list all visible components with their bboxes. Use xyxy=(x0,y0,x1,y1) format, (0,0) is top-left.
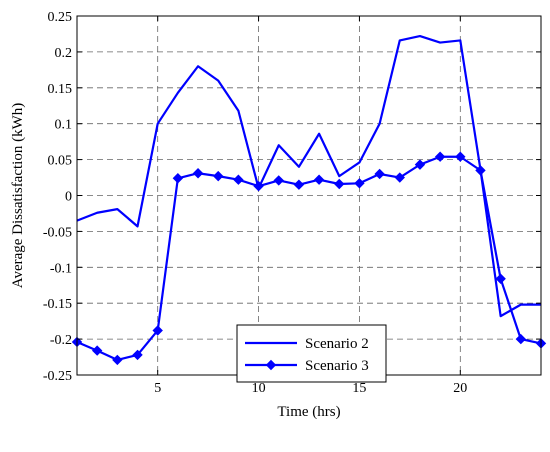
data-point-marker xyxy=(495,273,506,284)
data-point-marker xyxy=(233,174,244,185)
y-tick-label: 0 xyxy=(65,190,72,205)
series-line xyxy=(76,34,541,318)
y-tick-label: 0.2 xyxy=(55,46,73,61)
data-point-marker xyxy=(455,151,466,162)
data-point-marker xyxy=(172,173,184,184)
data-point-marker xyxy=(515,333,527,345)
y-tick-label: 0.25 xyxy=(48,10,73,25)
data-point-marker xyxy=(313,174,325,185)
legend: Scenario 2 Scenario 3 xyxy=(236,324,387,383)
data-point-marker xyxy=(213,170,224,182)
data-point-marker xyxy=(475,165,486,176)
series-1 xyxy=(76,34,541,318)
data-point-marker xyxy=(152,325,163,336)
legend-item: Scenario 2 xyxy=(245,336,369,352)
data-point-marker xyxy=(374,168,385,180)
data-point-marker xyxy=(112,354,123,366)
y-tick-label: -0.15 xyxy=(43,297,72,312)
y-tick-label: 0.15 xyxy=(48,82,73,97)
y-axis-label: Average Dissatisfaction (kWh) xyxy=(10,103,26,289)
data-point-marker xyxy=(414,159,426,170)
x-tick-label: 20 xyxy=(453,381,467,396)
x-tick-label: 15 xyxy=(352,381,366,396)
y-tick-label: -0.1 xyxy=(50,261,72,276)
x-tick-label: 10 xyxy=(252,381,266,396)
y-tick-label: -0.2 xyxy=(50,333,72,348)
x-axis-label: Time (hrs) xyxy=(277,404,340,420)
legend-item: Scenario 3 xyxy=(245,358,369,374)
data-point-marker xyxy=(293,179,305,190)
legend-box xyxy=(236,324,387,383)
y-tick-label: 0.1 xyxy=(55,118,73,133)
data-point-marker xyxy=(394,172,405,183)
data-point-marker xyxy=(253,180,264,192)
data-point-marker xyxy=(354,178,365,189)
y-tick-label: -0.25 xyxy=(43,369,72,384)
data-point-marker xyxy=(273,175,284,186)
legend-label: Scenario 2 xyxy=(305,336,369,352)
data-point-marker xyxy=(132,349,143,361)
y-tick-label: -0.05 xyxy=(43,225,72,240)
series-line xyxy=(76,155,542,362)
legend-marker xyxy=(265,359,277,371)
data-point-marker xyxy=(91,345,103,356)
axis-ticks: 5 10 15 20 0.25 0.2 0.15 0.1 0.05 0 -0.05 -0.1 -0.15… xyxy=(43,10,541,396)
data-point-marker xyxy=(334,178,345,190)
y-tick-label: 0.05 xyxy=(48,154,73,169)
data-point-marker xyxy=(434,151,446,162)
legend-label: Scenario 3 xyxy=(305,358,369,374)
data-point-marker xyxy=(192,168,204,179)
x-tick-label: 5 xyxy=(154,381,161,396)
